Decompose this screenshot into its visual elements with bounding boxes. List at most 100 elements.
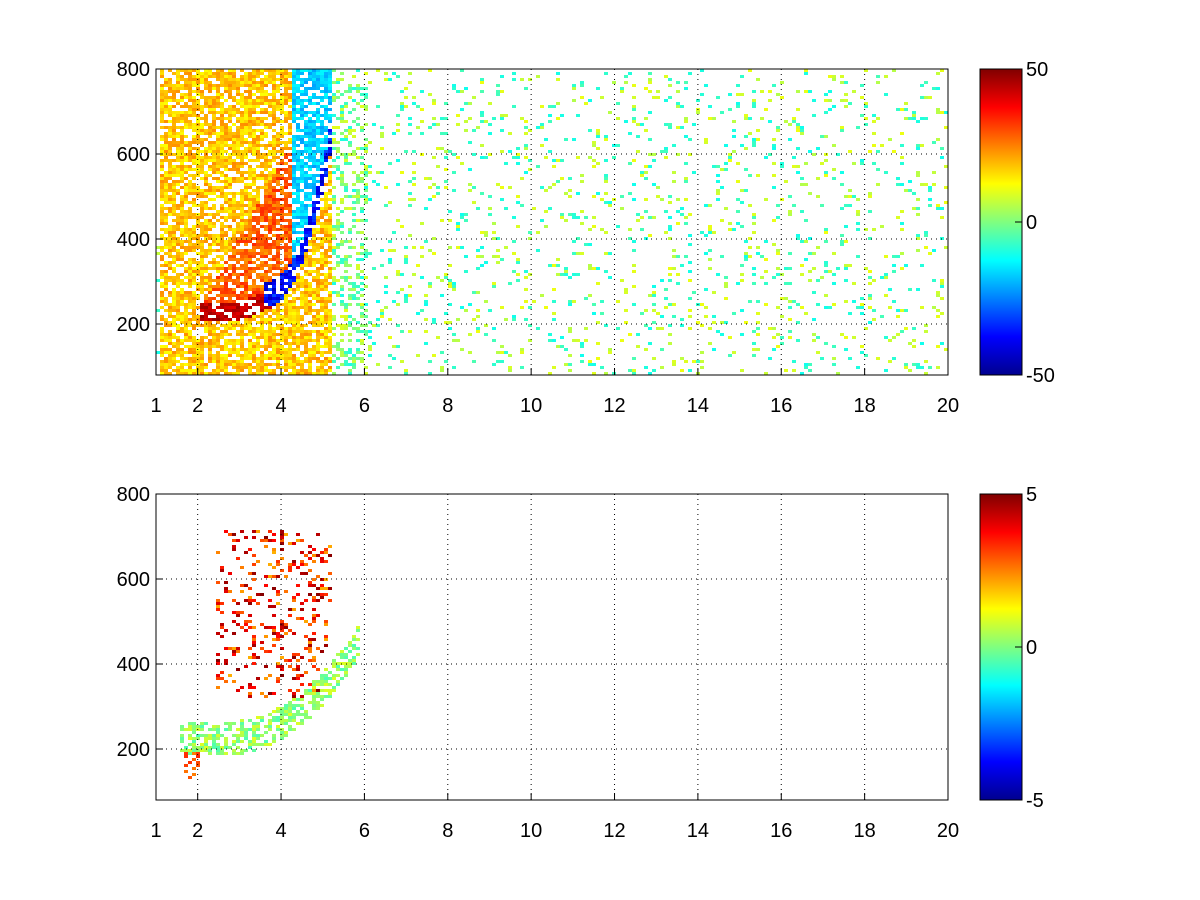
heat-cell <box>220 273 224 276</box>
heat-cell <box>816 177 820 180</box>
heat-cell <box>252 174 256 177</box>
heat-cell <box>172 234 176 237</box>
heat-cell <box>164 198 168 201</box>
heat-cell <box>248 198 252 201</box>
heat-cell <box>164 180 168 183</box>
heat-cell <box>376 318 380 321</box>
heat-cell <box>228 291 232 294</box>
heat-cell <box>220 165 224 168</box>
heat-cell <box>200 126 204 129</box>
heat-cell <box>244 192 248 195</box>
heat-cell <box>736 282 740 285</box>
heat-cell <box>172 306 176 309</box>
heat-cell <box>336 207 340 210</box>
heat-cell <box>292 183 296 186</box>
heat-cell <box>688 309 692 312</box>
heat-cell <box>536 231 540 234</box>
heat-cell <box>192 312 196 315</box>
heat-cell <box>248 75 252 78</box>
heat-cell <box>896 309 900 312</box>
heat-cell <box>800 129 804 132</box>
heat-cell <box>260 360 264 363</box>
heat-cell <box>172 342 176 345</box>
heat-cell <box>228 156 232 159</box>
heat-cell <box>220 306 224 309</box>
heat-cell <box>328 108 332 111</box>
heat-cell <box>192 123 196 126</box>
heat-cell <box>212 225 216 228</box>
heat-cell <box>224 324 228 327</box>
heat-cell <box>192 363 196 366</box>
heat-cell <box>276 297 280 300</box>
heat-cell <box>792 156 796 159</box>
heat-cell <box>200 318 204 321</box>
heat-cell <box>780 336 784 339</box>
heat-cell <box>252 111 256 114</box>
heat-cell <box>456 246 460 249</box>
heat-cell <box>240 345 244 348</box>
heat-cell <box>312 246 316 249</box>
heat-cell <box>216 312 220 315</box>
heat-cell <box>200 192 204 195</box>
heat-cell <box>312 75 316 78</box>
heat-cell <box>892 255 896 258</box>
heat-cell <box>268 204 272 207</box>
heat-cell <box>816 279 820 282</box>
heat-cell <box>244 147 248 150</box>
heat-cell <box>244 348 248 351</box>
heat-cell <box>512 318 516 321</box>
heat-cell <box>172 201 176 204</box>
heat-cell <box>308 135 312 138</box>
heat-cell <box>780 162 784 165</box>
heat-cell <box>480 81 484 84</box>
heat-cell <box>560 345 564 348</box>
heat-cell <box>240 267 244 270</box>
heat-cell <box>884 255 888 258</box>
heat-cell <box>324 279 328 282</box>
heat-cell <box>216 189 220 192</box>
heat-cell <box>496 93 500 96</box>
heat-cell <box>300 354 304 357</box>
heat-cell <box>160 99 164 102</box>
heat-cell <box>224 192 228 195</box>
heat-cell <box>252 243 256 246</box>
heat-cell <box>568 189 572 192</box>
heat-cell <box>328 72 332 75</box>
heat-cell <box>748 255 752 258</box>
heat-cell <box>304 90 308 93</box>
heat-cell <box>284 243 288 246</box>
heat-cell <box>360 351 364 354</box>
heat-cell <box>196 252 200 255</box>
heat-cell <box>300 372 304 375</box>
heat-cell <box>312 213 316 216</box>
heat-cell <box>212 99 216 102</box>
heat-cell <box>240 294 244 297</box>
heat-cell <box>308 321 312 324</box>
heat-cell <box>292 222 296 225</box>
heat-cell <box>268 324 272 327</box>
heat-cell <box>248 132 252 135</box>
heat-cell <box>216 87 220 90</box>
heat-cell <box>172 129 176 132</box>
heat-cell <box>192 147 196 150</box>
heat-cell <box>756 129 760 132</box>
heat-cell <box>164 222 168 225</box>
heat-cell <box>316 321 320 324</box>
heat-cell <box>356 252 360 255</box>
heat-cell <box>172 207 176 210</box>
heat-cell <box>628 132 632 135</box>
heat-cell <box>316 237 320 240</box>
heat-cell <box>304 303 308 306</box>
heat-cell <box>272 174 276 177</box>
heat-cell <box>308 141 312 144</box>
heat-cell <box>272 114 276 117</box>
heat-cell <box>164 111 168 114</box>
heat-cell <box>192 261 196 264</box>
heat-cell <box>528 324 532 327</box>
heat-cell <box>344 315 348 318</box>
heat-cell <box>300 105 304 108</box>
heat-cell <box>160 114 164 117</box>
heat-cell <box>552 366 556 369</box>
heat-cell <box>296 297 300 300</box>
heat-cell <box>360 129 364 132</box>
